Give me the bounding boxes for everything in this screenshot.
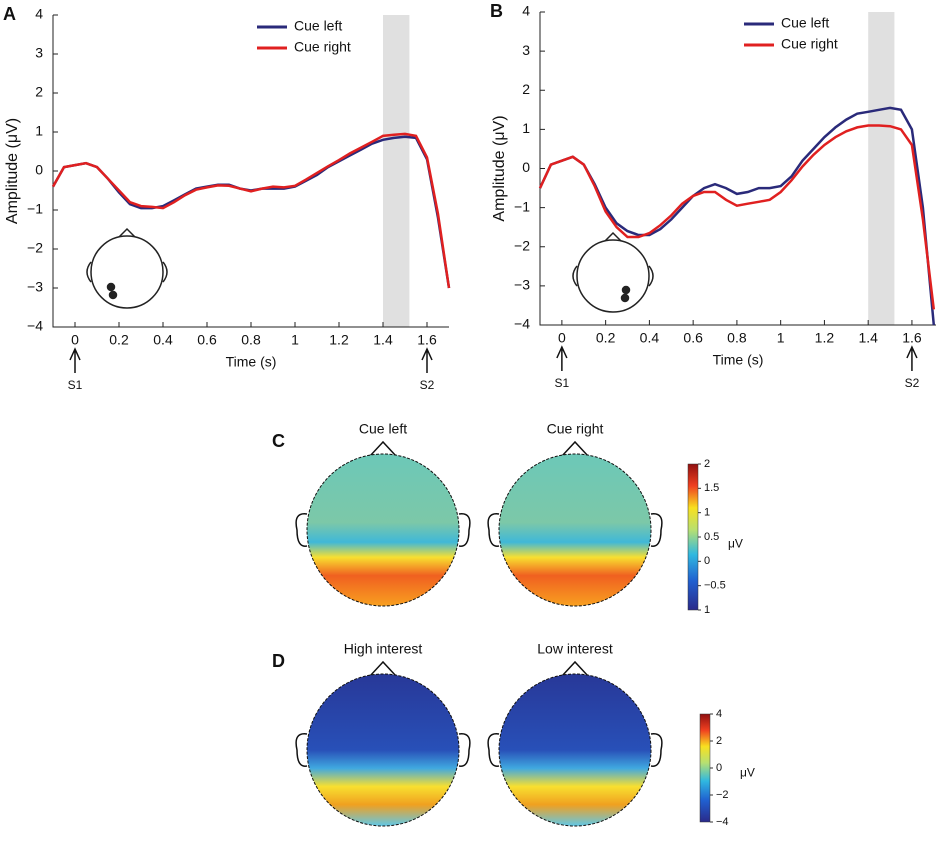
x-tick-label: 1 (291, 332, 299, 348)
x-tick-label: 1.6 (902, 330, 922, 346)
topomap (498, 453, 652, 607)
x-tick-label: 1.4 (373, 332, 393, 348)
colorbar-tick-label: −0.5 (704, 580, 726, 592)
panel-label: A (3, 4, 16, 24)
topomap (498, 673, 652, 827)
montage-inset (86, 227, 654, 313)
y-tick-label: 2 (35, 84, 43, 100)
colorbar-tick-label: 0 (704, 555, 710, 567)
colorbar-tick-label: 0.5 (704, 531, 719, 543)
y-tick-label: 1 (522, 120, 530, 136)
colorbar-tick-label: 2 (716, 735, 722, 747)
event-label: S1 (555, 376, 570, 390)
colorbar-tick-label: 1 (704, 604, 710, 616)
y-tick-label: −3 (27, 279, 43, 295)
y-tick-label: −1 (27, 201, 43, 217)
y-tick-label: −4 (514, 316, 530, 332)
x-tick-label: 0 (71, 332, 79, 348)
series-line (538, 124, 936, 310)
colorbar-tick-label: 2 (704, 458, 710, 470)
y-tick-label: 0 (522, 159, 530, 175)
y-tick-label: −3 (514, 277, 530, 293)
map-title: High interest (344, 641, 423, 657)
y-tick-label: 4 (522, 3, 530, 19)
legend-label: Cue right (781, 36, 838, 52)
x-axis-label: Time (s) (226, 354, 277, 370)
y-tick-label: −2 (27, 240, 43, 256)
x-tick-label: 1 (777, 330, 785, 346)
y-tick-label: 2 (522, 81, 530, 97)
y-tick-label: 1 (35, 123, 43, 139)
x-tick-label: 0.8 (241, 332, 261, 348)
colorbar (699, 713, 711, 823)
legend-label: Cue left (781, 15, 829, 31)
legend-label: Cue right (294, 39, 351, 55)
event-arrow (421, 347, 433, 373)
highlight-band (868, 12, 895, 325)
panel-label: D (272, 651, 285, 671)
colorbar-tick-label: 1.5 (704, 482, 719, 494)
x-tick-label: 0.8 (727, 330, 747, 346)
y-tick-label: 4 (35, 6, 43, 22)
colorbar-unit: μV (728, 536, 743, 550)
y-axis-label: Amplitude (μV) (4, 118, 21, 224)
x-tick-label: 0.2 (596, 330, 616, 346)
colorbar-tick-label: −2 (716, 789, 729, 801)
map-title: Low interest (537, 641, 613, 657)
x-tick-label: 0.4 (153, 332, 173, 348)
colorbar-tick-label: 0 (716, 762, 722, 774)
legend-label: Cue left (294, 18, 342, 34)
x-tick-label: 1.6 (417, 332, 437, 348)
event-label: S1 (68, 378, 83, 392)
head-ears-nose (487, 440, 663, 547)
y-tick-label: −2 (514, 237, 530, 253)
head-ears-nose (295, 660, 471, 767)
x-tick-label: 1.2 (815, 330, 835, 346)
x-tick-label: 0.2 (109, 332, 129, 348)
head-ears-nose (295, 440, 471, 547)
y-tick-label: −4 (27, 318, 43, 334)
event-arrow (906, 345, 918, 371)
y-tick-label: 0 (35, 162, 43, 178)
map-title: Cue left (359, 421, 407, 437)
panel-label: C (272, 431, 285, 451)
colorbar-tick-label: −4 (716, 816, 729, 828)
colorbar-tick-label: 1 (704, 507, 710, 519)
event-arrow (556, 345, 568, 371)
x-axis-label: Time (s) (713, 352, 764, 368)
x-tick-label: 0.6 (683, 330, 703, 346)
colorbar (687, 463, 699, 611)
topomap (306, 453, 460, 607)
event-label: S2 (905, 376, 920, 390)
head-ears-nose (487, 660, 663, 767)
y-axis-label: Amplitude (μV) (491, 115, 508, 221)
topomap (306, 673, 460, 827)
colorbar-unit: μV (740, 766, 755, 780)
x-tick-label: 0.4 (640, 330, 660, 346)
highlight-band (383, 15, 410, 327)
map-title: Cue right (547, 421, 604, 437)
event-label: S2 (420, 378, 435, 392)
event-arrow (69, 347, 81, 373)
series-line (51, 132, 451, 289)
x-tick-label: 0 (558, 330, 566, 346)
series-line (538, 106, 936, 326)
x-tick-label: 0.6 (197, 332, 217, 348)
x-tick-label: 1.2 (329, 332, 349, 348)
y-tick-label: 3 (35, 45, 43, 61)
y-tick-label: −1 (514, 198, 530, 214)
x-tick-label: 1.4 (858, 330, 878, 346)
y-tick-label: 3 (522, 42, 530, 58)
colorbar-tick-label: 4 (716, 708, 722, 720)
panel-label: B (490, 1, 503, 21)
